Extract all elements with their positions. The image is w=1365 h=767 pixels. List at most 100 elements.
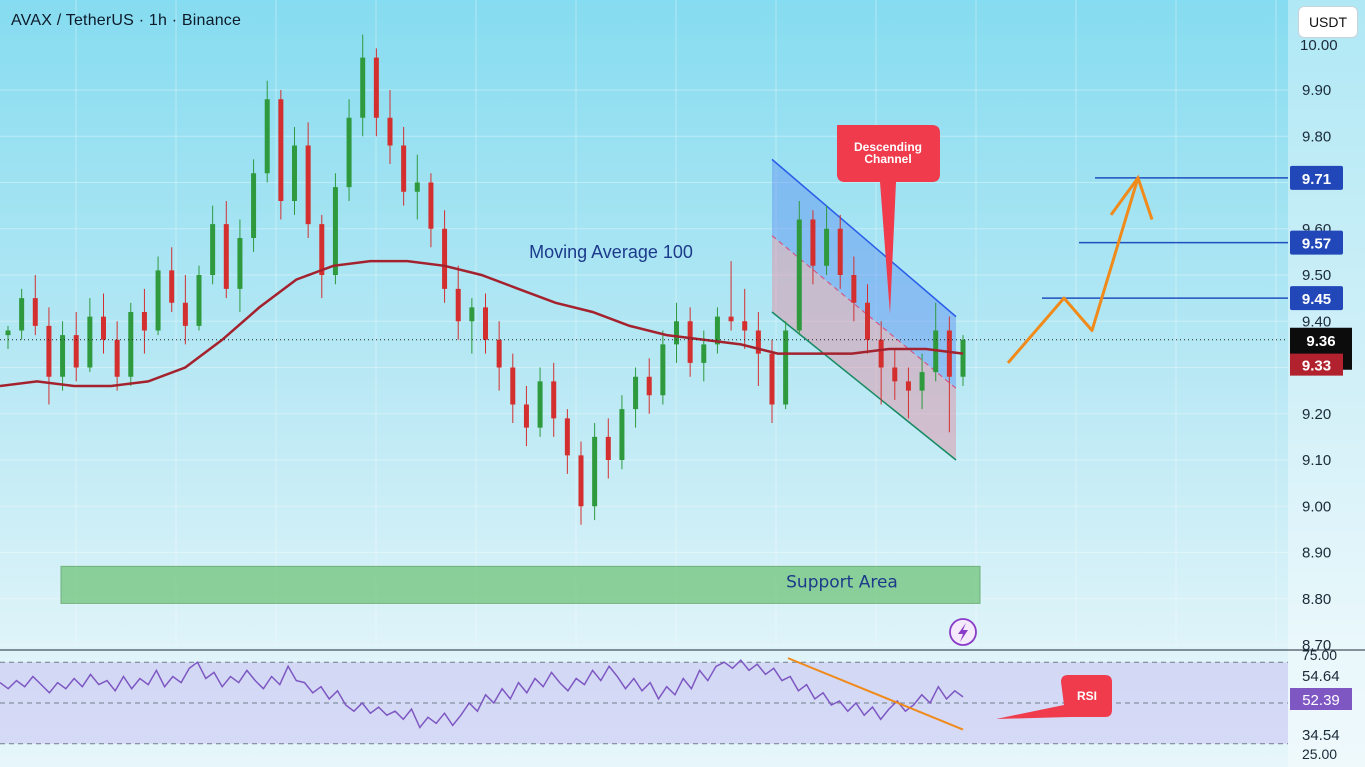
- candle-body: [455, 288, 461, 322]
- price-axis-tick: 9.90: [1302, 82, 1331, 99]
- candle-body: [223, 224, 229, 289]
- last-price-label: 9.36: [1306, 333, 1335, 350]
- candle-body: [674, 321, 679, 345]
- target-label-945: 9.45: [1302, 291, 1331, 308]
- candle-body: [646, 376, 652, 396]
- candle-body: [701, 344, 707, 363]
- candle-body: [469, 307, 475, 322]
- candle-body: [196, 275, 202, 326]
- candle-body: [373, 57, 379, 118]
- price-axis-bg: [1288, 0, 1365, 767]
- candle-body: [824, 228, 830, 266]
- currency-button[interactable]: USDT: [1298, 6, 1358, 38]
- chart-title: AVAX / TetherUS · 1h · Binance: [11, 12, 242, 29]
- candle-body: [5, 330, 11, 336]
- ma-value-box: [1290, 353, 1343, 376]
- candle-body: [783, 330, 789, 405]
- target-label-945-bg: [1290, 286, 1343, 311]
- candle-body: [19, 298, 25, 331]
- channel-upper-line: [771, 158, 957, 318]
- target-label-957: 9.57: [1302, 236, 1331, 253]
- candle-body: [169, 270, 175, 303]
- candle-body: [755, 330, 761, 354]
- candle-body: [592, 436, 598, 507]
- price-axis-tick: 8.90: [1302, 545, 1331, 562]
- candle-body: [728, 316, 734, 322]
- candle-body: [483, 307, 488, 340]
- rsi-value-label: 52.39: [1302, 692, 1340, 709]
- candle-body: [769, 353, 775, 405]
- candle-body: [401, 145, 407, 192]
- candle-body: [633, 376, 639, 410]
- candle-body: [578, 455, 584, 507]
- channel-callout-box: [837, 125, 940, 314]
- candle-body: [46, 325, 52, 377]
- candle-body: [551, 381, 557, 419]
- price-axis-tick-top: 10.00: [1300, 37, 1338, 54]
- target-label-957-bg: [1290, 230, 1343, 255]
- candle-body: [264, 99, 270, 174]
- candle-body: [155, 270, 161, 331]
- candles: [5, 34, 966, 525]
- price-axis-tick: 9.00: [1302, 498, 1331, 515]
- candle-body: [905, 381, 911, 391]
- candle-body: [796, 219, 802, 331]
- candle-body: [210, 224, 216, 275]
- channel-callout-line2: Channel: [864, 152, 911, 166]
- price-axis-tick: 9.40: [1302, 313, 1331, 330]
- candle-body: [892, 367, 898, 382]
- candle-body: [387, 117, 393, 146]
- projection-arrowhead: [1109, 174, 1154, 220]
- rsi-axis-tick: 34.54: [1302, 727, 1340, 744]
- rsi-axis-tick: 54.64: [1302, 668, 1340, 685]
- candle-body: [687, 321, 693, 363]
- channel-callout-line1: Descending: [854, 140, 922, 154]
- candle-body: [73, 335, 79, 368]
- rsi-callout-label: RSI: [1077, 689, 1097, 703]
- candle-body: [128, 312, 134, 377]
- candle-body: [851, 275, 857, 303]
- candle-body: [946, 330, 952, 377]
- channel-mid-line: [771, 235, 957, 389]
- candle-body: [496, 339, 502, 368]
- channel-upper-half: [772, 159, 956, 389]
- moving-average-line: [0, 259, 964, 388]
- candle-body: [101, 316, 106, 340]
- candle-body: [605, 436, 611, 460]
- candle-body: [87, 316, 93, 368]
- candle-body: [332, 187, 338, 275]
- candle-body: [960, 339, 966, 377]
- rsi-axis-tick: 25.00: [1302, 746, 1337, 762]
- candle-body: [537, 381, 543, 428]
- candle-body: [346, 117, 352, 188]
- moving-average-label: Moving Average 100: [529, 242, 693, 262]
- ma-value-label: 9.33: [1302, 358, 1331, 375]
- candle-body: [564, 418, 570, 456]
- candle-body: [319, 224, 325, 275]
- price-axis-tick: 9.50: [1302, 267, 1331, 284]
- candle-body: [292, 145, 297, 201]
- support-area-box: [60, 565, 981, 604]
- candle-body: [837, 228, 843, 275]
- price-axis-tick: 8.80: [1302, 591, 1331, 608]
- candle-body: [278, 99, 284, 201]
- candle-body: [878, 339, 884, 368]
- candle-body: [619, 409, 625, 460]
- support-area-label: Support Area: [786, 572, 898, 592]
- rsi-value-box: [1290, 688, 1352, 710]
- rsi-trendline: [787, 657, 964, 731]
- candle-body: [141, 312, 147, 331]
- candle-body: [660, 344, 666, 396]
- candle-body: [305, 145, 311, 225]
- price-axis-tick: 9.20: [1302, 406, 1331, 423]
- candle-body: [360, 57, 366, 118]
- candle-body: [714, 316, 720, 345]
- channel-lower-line: [771, 311, 957, 461]
- candle-body: [251, 173, 257, 238]
- candle-body: [865, 302, 870, 340]
- candle-body: [237, 238, 243, 289]
- candle-body: [742, 321, 748, 331]
- candle-body: [442, 228, 448, 289]
